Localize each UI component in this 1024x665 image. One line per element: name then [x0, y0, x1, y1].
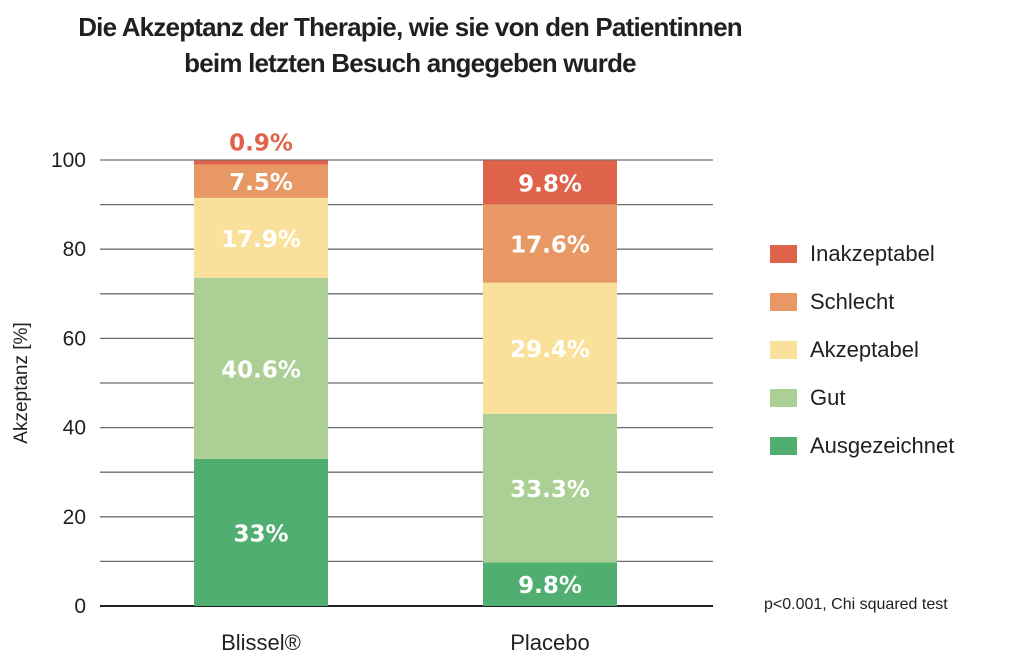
y-tick-label: 40: [63, 417, 86, 440]
x-tick-label: Placebo: [510, 630, 590, 655]
statistics-annotation: p<0.001, Chi squared test: [764, 596, 948, 613]
bar-segment-ausgezeichnet: [194, 458, 328, 606]
legend-label: Akzeptabel: [810, 337, 919, 362]
data-label: 7.5%: [229, 170, 293, 196]
bar-segment-inakzeptabel: [194, 160, 328, 165]
y-tick-label: 100: [51, 149, 86, 172]
bar-segment-ausgezeichnet: [483, 562, 617, 606]
data-label: 9.8%: [518, 573, 582, 599]
y-tick-label: 20: [63, 506, 86, 529]
bar-segment-gut: [483, 413, 617, 563]
data-label: 0.9%: [229, 130, 293, 156]
legend-label: Inakzeptabel: [810, 241, 935, 266]
legend-label: Gut: [810, 385, 846, 410]
gridlines: [100, 159, 713, 607]
legend: Inakzeptabel Schlecht Akzeptabel Gut Ausgeze…: [770, 230, 954, 470]
y-tick-label: 60: [63, 327, 86, 350]
data-label: 17.6%: [510, 232, 590, 258]
data-label: 17.9%: [221, 227, 301, 253]
legend-swatch: [770, 437, 797, 455]
chart-title-line-1: Die Akzeptanz der Therapie, wie sie von …: [78, 12, 742, 42]
y-tick-label: 80: [63, 238, 86, 261]
bar-segment-schlecht: [194, 164, 328, 198]
y-axis-label: Akzeptanz [%]: [11, 322, 32, 443]
legend-item: Schlecht: [770, 278, 954, 326]
data-label: 33%: [233, 521, 288, 547]
legend-swatch: [770, 293, 797, 311]
bar-segment-akzeptabel: [483, 282, 617, 414]
legend-label: Ausgezeichnet: [810, 433, 955, 458]
bar-segment-gut: [194, 277, 328, 459]
legend-item: Inakzeptabel: [770, 230, 954, 278]
bar-segment-akzeptabel: [194, 197, 328, 278]
legend-label: Schlecht: [810, 289, 895, 314]
legend-swatch: [770, 341, 797, 359]
legend-swatch: [770, 389, 797, 407]
data-label: 33.3%: [510, 477, 590, 503]
x-axis-ticks: Blissel® Placebo: [221, 630, 590, 655]
legend-item: Gut: [770, 374, 954, 422]
legend-swatch: [770, 245, 797, 263]
legend-item: Akzeptabel: [770, 326, 954, 374]
y-tick-label: 0: [74, 595, 86, 618]
bar-segment-inakzeptabel: [483, 160, 617, 205]
data-label: 9.8%: [518, 171, 582, 197]
bars: 33% 40.6% 17.9% 7.5% 0.9% 9.8% 33.3% 29.4% 17.6%…: [194, 130, 617, 606]
y-axis-ticks: 0 20 40 60 80 100: [51, 149, 86, 618]
chart-title-line-2: beim letzten Besuch angegeben wurde: [184, 48, 636, 78]
bar-segment-schlecht: [483, 204, 617, 283]
data-label: 29.4%: [510, 337, 590, 363]
x-tick-label: Blissel®: [221, 630, 301, 655]
legend-item: Ausgezeichnet: [770, 422, 954, 470]
data-label: 40.6%: [221, 357, 301, 383]
